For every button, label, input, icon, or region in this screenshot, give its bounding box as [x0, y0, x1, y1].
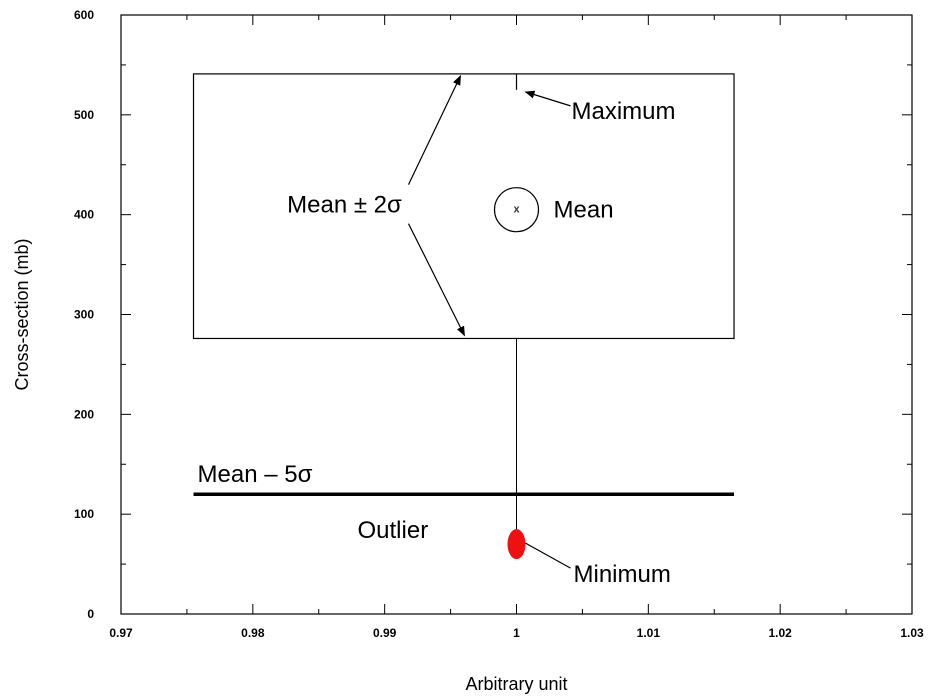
maximum-label: Maximum: [572, 98, 676, 125]
mean-circle: [493, 187, 540, 233]
minimum-label: Minimum: [574, 561, 671, 588]
x-tick-label: 0.97: [109, 626, 133, 640]
minimum-pointer: [525, 542, 571, 569]
y-tick-label: 100: [74, 507, 94, 521]
y-tick-label: 500: [74, 108, 94, 122]
maximum-arrow: [524, 90, 571, 107]
mean-x-marker: x: [513, 204, 520, 216]
outlier-label: Outlier: [358, 517, 429, 544]
y-tick-label: 200: [74, 407, 94, 421]
y-axis-title: Cross-section (mb): [12, 238, 32, 390]
x-axis-title: Arbitrary unit: [465, 674, 567, 694]
y-tick-label: 300: [74, 308, 94, 322]
y-tick-label: 400: [74, 208, 94, 222]
x-tick-label: 0.98: [241, 626, 265, 640]
axis-ticks: [120, 14, 913, 615]
x-tick-label: 1.01: [637, 626, 661, 640]
outlier-point: [507, 529, 526, 560]
threshold-label: Mean – 5σ: [198, 461, 313, 488]
box-upper-arrow: [407, 74, 462, 185]
x-tick-label: 0.99: [373, 626, 397, 640]
x-tick-label: 1.03: [900, 626, 924, 640]
axis-tick-labels: 0.97 0.98 0.99 1 1.01 1.02 1.03 0 100 200 300 400 50…: [74, 8, 924, 640]
x-tick-label: 1: [513, 626, 520, 640]
mean-2sigma-box: [192, 73, 735, 340]
x-tick-label: 1.02: [768, 626, 792, 640]
box-lower-arrow: [407, 223, 466, 337]
mean-label: Mean: [554, 197, 614, 224]
y-tick-label: 0: [87, 607, 94, 621]
box-label: Mean ± 2σ: [287, 192, 402, 219]
y-tick-label: 600: [74, 8, 94, 22]
